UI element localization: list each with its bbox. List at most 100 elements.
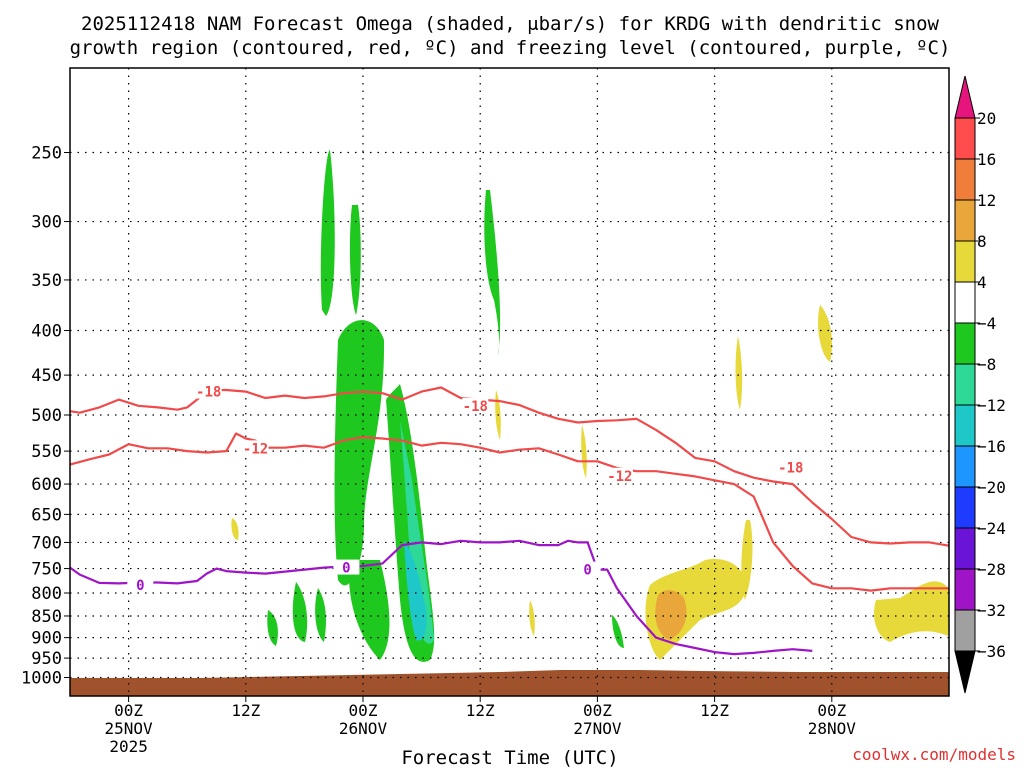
colorbar-swatch xyxy=(954,404,976,447)
colorbar-swatch xyxy=(954,117,976,160)
omega-green-region xyxy=(334,320,385,586)
contour-label-bg xyxy=(333,559,360,575)
colorbar-label: −36 xyxy=(977,642,1006,661)
x-tick-label: 12Z xyxy=(231,701,260,720)
colorbar-swatch xyxy=(954,445,976,488)
y-tick-label: 550 xyxy=(31,442,62,462)
omega-shading xyxy=(231,150,949,662)
y-tick-label: 950 xyxy=(31,649,62,669)
contour-label-bg xyxy=(242,440,269,456)
dgz-label-cold: -18 xyxy=(463,399,488,415)
y-tick-label: 750 xyxy=(31,560,62,580)
x-tick-label: 00Z xyxy=(114,701,143,720)
contour-label-bg xyxy=(462,397,489,413)
colorbar-under-arrow xyxy=(954,650,976,694)
colorbar-swatch xyxy=(954,281,976,324)
contour-label-bg xyxy=(777,459,804,475)
omega-green-region xyxy=(320,150,335,316)
colorbar-swatch xyxy=(954,609,976,652)
y-tick-label: 500 xyxy=(31,406,62,426)
contour-labels: -18 -18 -18 -12 -12 0 0 0 xyxy=(127,383,804,594)
dgz-label-cold: -18 xyxy=(196,385,221,401)
omega-teal-region xyxy=(400,420,434,644)
colorbar-label: −8 xyxy=(977,355,996,374)
freezing-label: 0 xyxy=(136,578,144,594)
x-tick-label: 00Z xyxy=(583,701,612,720)
dgz-contour-minus18 xyxy=(69,386,950,547)
freezing-label: 0 xyxy=(342,561,350,577)
omega-green-region xyxy=(484,190,501,355)
dgz-label-warm: -12 xyxy=(243,441,268,457)
x-tick-date: 28NOV xyxy=(808,719,857,738)
colorbar-label: −32 xyxy=(977,601,1006,620)
colorbar-over-arrow xyxy=(954,75,976,119)
dgz-label-cold: -18 xyxy=(778,460,803,476)
omega-cyan-region xyxy=(404,540,427,641)
freezing-label: 0 xyxy=(583,563,591,579)
omega-yellow-region xyxy=(735,336,743,410)
y-tick-label: 850 xyxy=(31,607,62,627)
omega-green-region xyxy=(349,560,390,660)
y-tick-label: 900 xyxy=(31,629,62,649)
omega-green-region xyxy=(292,582,308,642)
y-tick-label: 1000 xyxy=(21,669,62,689)
colorbar-label: −28 xyxy=(977,560,1006,579)
colorbar-label: 8 xyxy=(977,232,987,251)
colorbar-label: −12 xyxy=(977,396,1006,415)
chart-title-line2: growth region (contoured, red, ºC) and f… xyxy=(70,37,951,59)
omega-yellow-region xyxy=(529,600,535,636)
y-tick-label: 450 xyxy=(31,366,62,386)
omega-yellow-region xyxy=(581,425,587,478)
colorbar-swatch xyxy=(954,486,976,529)
omega-orange-region xyxy=(655,590,687,640)
credit-text: coolwx.com/models xyxy=(852,745,1016,764)
contour-label-bg xyxy=(574,561,601,577)
colorbar-label: −16 xyxy=(977,437,1006,456)
x-tick-label: 00Z xyxy=(817,701,846,720)
y-tick-label: 300 xyxy=(31,213,62,233)
colorbar: 20 16 12 8 4 −4 −8 −12 −16 −20 −24 −28 −32 −36 xyxy=(954,75,1006,694)
colorbar-label: −20 xyxy=(977,478,1006,497)
x-tick-year: 2025 xyxy=(109,737,148,756)
colorbar-swatch xyxy=(954,363,976,406)
omega-yellow-region xyxy=(741,520,753,600)
dgz-contour-minus12 xyxy=(69,432,949,592)
colorbar-label: 20 xyxy=(977,109,996,128)
grid-lines xyxy=(70,68,949,696)
x-axis-label: Forecast Time (UTC) xyxy=(401,747,618,768)
colorbar-label: 4 xyxy=(977,273,987,292)
y-tick-label: 650 xyxy=(31,505,62,525)
colorbar-label: −24 xyxy=(977,519,1006,538)
x-tick-date: 26NOV xyxy=(339,719,388,738)
contour-label-bg xyxy=(127,576,154,592)
y-tick-label: 250 xyxy=(31,144,62,164)
x-tick-date: 25NOV xyxy=(105,719,154,738)
x-tick-date: 27NOV xyxy=(573,719,622,738)
freezing-level-line xyxy=(69,539,813,656)
omega-green-region xyxy=(349,205,361,315)
contour-label-bg xyxy=(195,383,222,399)
omega-green-region xyxy=(315,588,326,642)
dgz-label-warm: -12 xyxy=(607,469,632,485)
y-tick-label: 800 xyxy=(31,584,62,604)
contour-lines xyxy=(69,386,950,656)
y-tick-label: 600 xyxy=(31,475,62,495)
y-tick-label: 350 xyxy=(31,271,62,291)
colorbar-swatch xyxy=(954,527,976,570)
x-tick-label: 00Z xyxy=(349,701,378,720)
colorbar-swatch xyxy=(954,240,976,283)
omega-green-region xyxy=(612,615,624,648)
omega-yellow-region xyxy=(818,305,832,362)
ground-fill xyxy=(70,670,949,696)
y-axis: 2503003504004505005506006507007508008509… xyxy=(21,144,70,689)
omega-yellow-region xyxy=(873,581,949,642)
x-tick-label: 12Z xyxy=(700,701,729,720)
omega-green-region xyxy=(267,610,278,646)
y-tick-label: 700 xyxy=(31,533,62,553)
colorbar-label: 12 xyxy=(977,191,996,210)
x-tick-label: 12Z xyxy=(466,701,495,720)
contour-label-bg xyxy=(606,467,633,483)
chart-title-line1: 2025112418 NAM Forecast Omega (shaded, μ… xyxy=(81,13,939,35)
